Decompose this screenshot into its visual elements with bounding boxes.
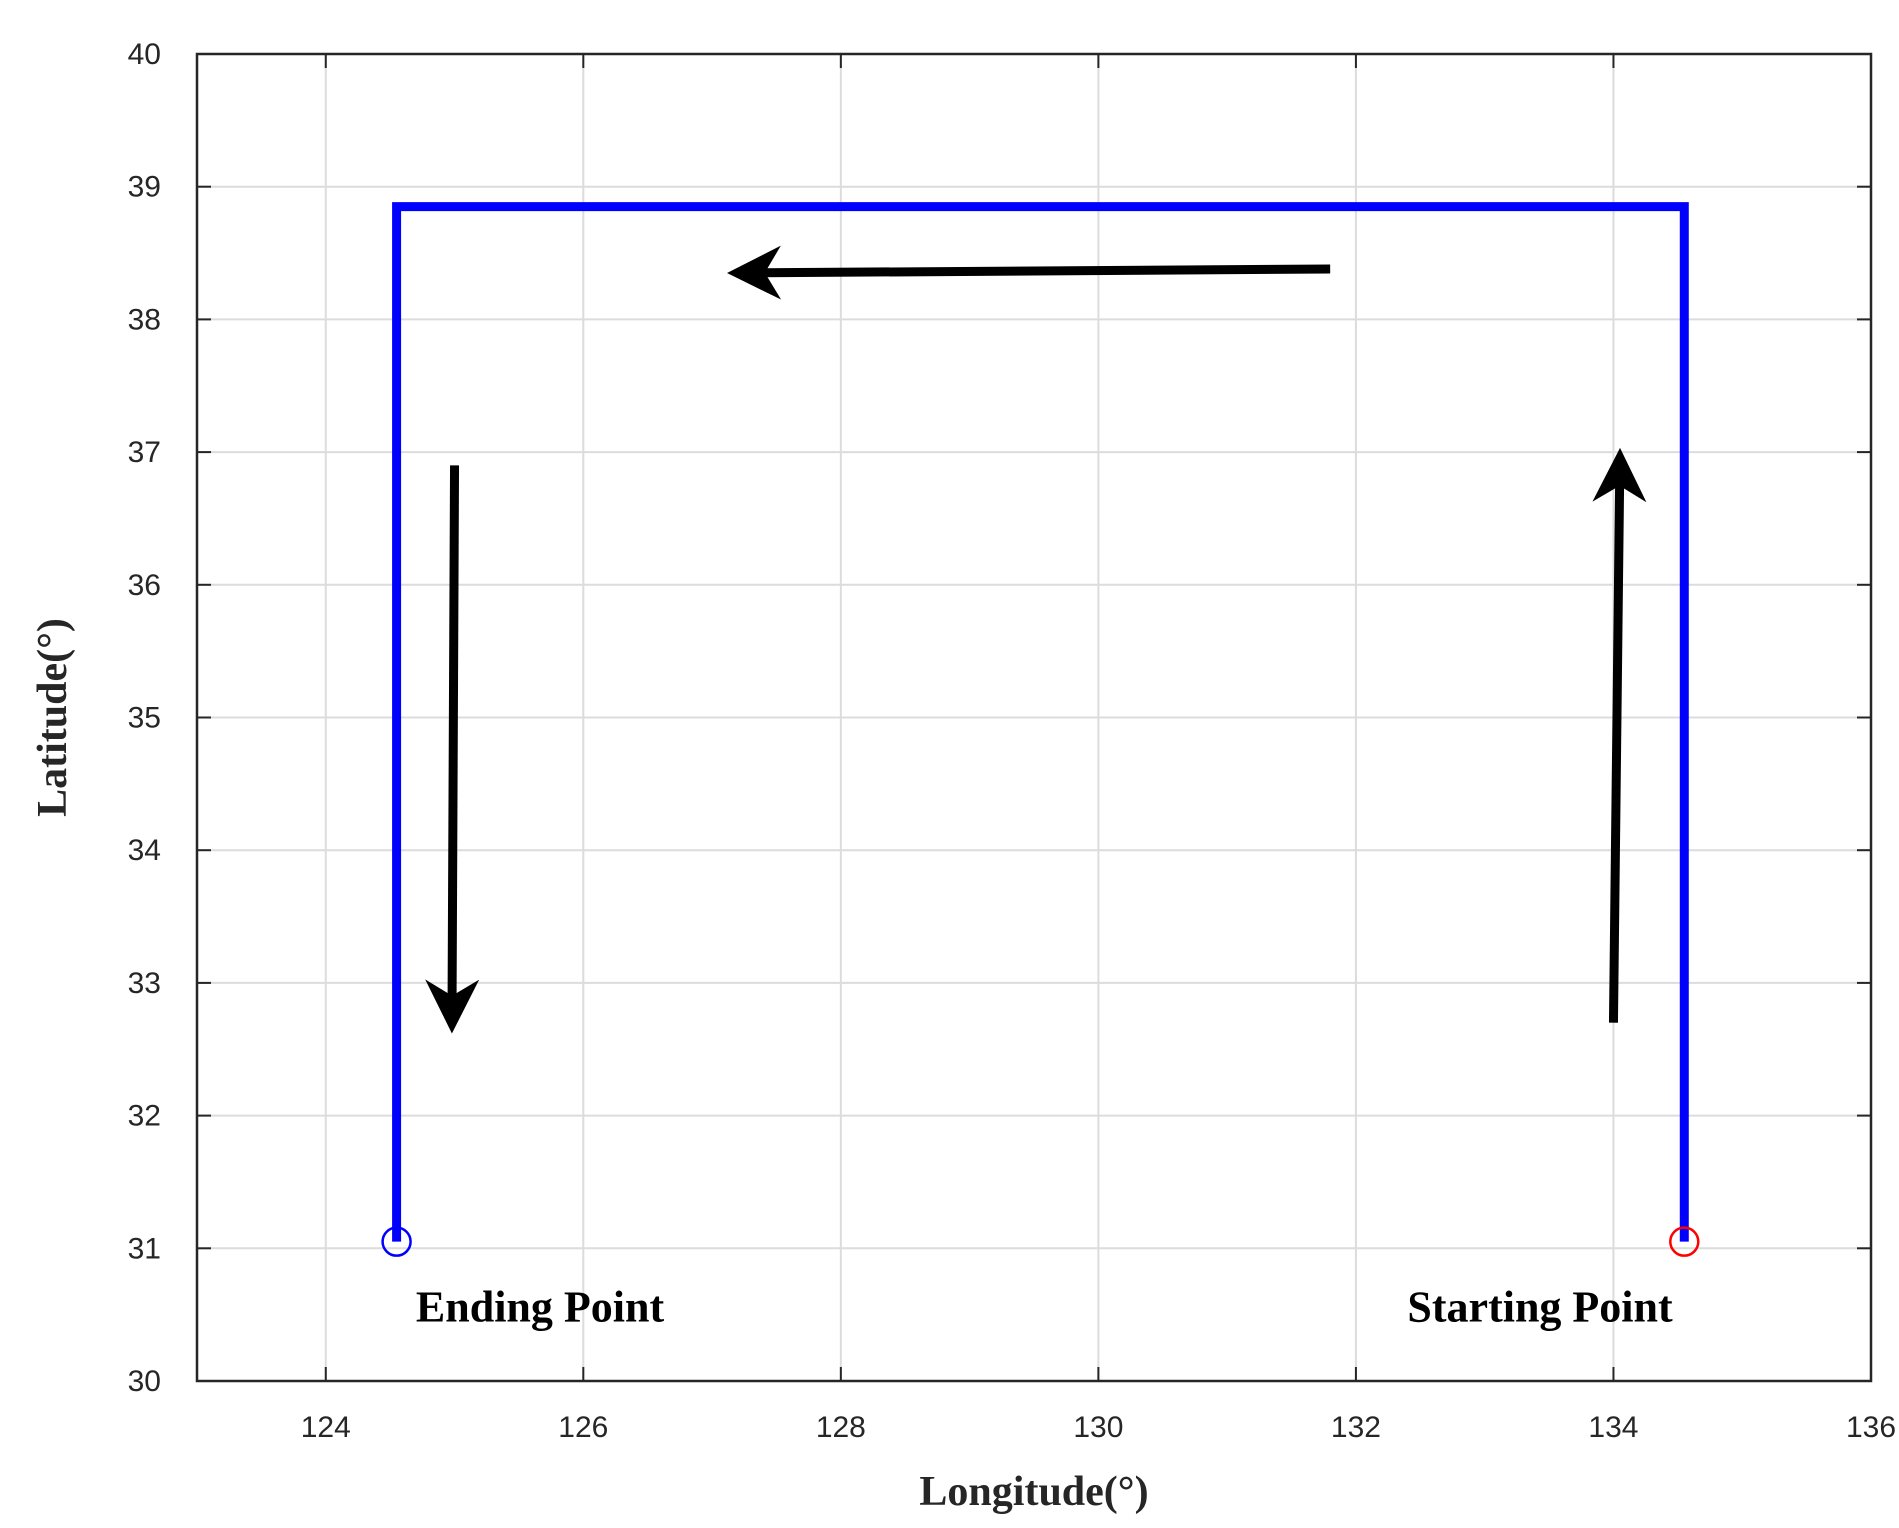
arrow-up [1592,447,1647,1023]
annotation-label: Ending Point [416,1282,665,1331]
start-point-marker [1669,1226,1700,1257]
y-tick-label: 40 [128,38,161,71]
endpoint-markers [381,1226,1700,1257]
y-tick-label: 35 [128,702,161,735]
x-tick-label: 130 [1073,1411,1123,1444]
annotation-label: Starting Point [1407,1282,1673,1331]
route-line [392,202,1689,1242]
y-axis-label: Latitude(°) [30,618,76,817]
y-tick-label: 31 [128,1232,161,1265]
y-tick-label: 33 [128,967,161,1000]
axes-box [195,52,1873,1383]
y-tick-label: 32 [128,1100,161,1133]
route-series [392,202,1689,1242]
x-tick-label: 124 [301,1411,351,1444]
annotations: Ending Point Starting Point [416,1282,1673,1331]
y-tick-label: 36 [128,569,161,602]
y-tick-label: 38 [128,303,161,336]
x-tick-label: 132 [1331,1411,1381,1444]
x-tick-labels: 124 126 128 130 132 134 136 [301,1411,1896,1444]
x-tick-label: 134 [1588,1411,1638,1444]
arrow-down [425,465,480,1034]
x-axis-label: Longitude(°) [919,1469,1148,1515]
x-tick-label: 136 [1846,1411,1896,1444]
y-tick-label: 34 [128,834,161,867]
y-tick-labels: 30 31 32 33 34 35 36 37 38 39 40 [128,38,161,1398]
x-tick-label: 126 [558,1411,608,1444]
arrow-left [727,245,1331,300]
direction-arrows [425,245,1647,1034]
y-tick-label: 30 [128,1365,161,1398]
y-tick-label: 37 [128,436,161,469]
x-tick-label: 128 [816,1411,866,1444]
y-tick-label: 39 [128,171,161,204]
end-point-marker [381,1226,412,1257]
